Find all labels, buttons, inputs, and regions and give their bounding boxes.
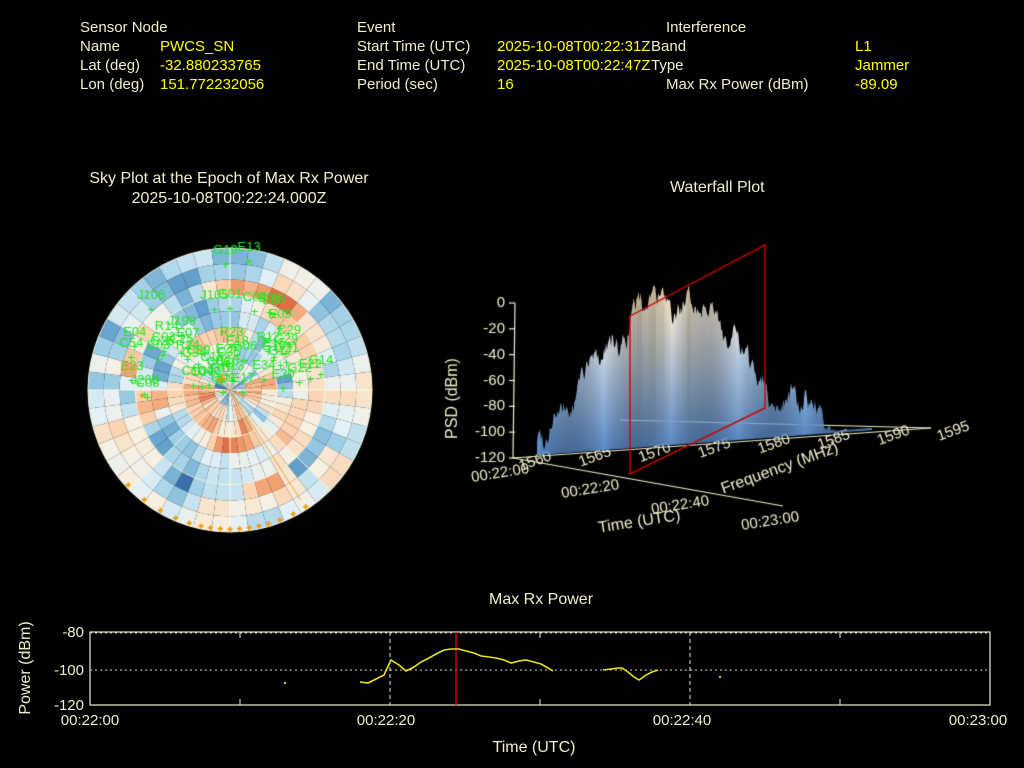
- svg-text:Power (dBm): Power (dBm): [17, 621, 34, 714]
- svg-text:00:22:00: 00:22:00: [61, 712, 119, 729]
- svg-text:00:23:00: 00:23:00: [949, 712, 1007, 729]
- svg-text:00:22:40: 00:22:40: [653, 712, 711, 729]
- svg-text:-100: -100: [54, 662, 84, 679]
- svg-text:00:22:20: 00:22:20: [357, 712, 415, 729]
- svg-text:-80: -80: [62, 624, 84, 641]
- svg-text:-120: -120: [54, 697, 84, 714]
- svg-text:Time (UTC): Time (UTC): [493, 739, 576, 756]
